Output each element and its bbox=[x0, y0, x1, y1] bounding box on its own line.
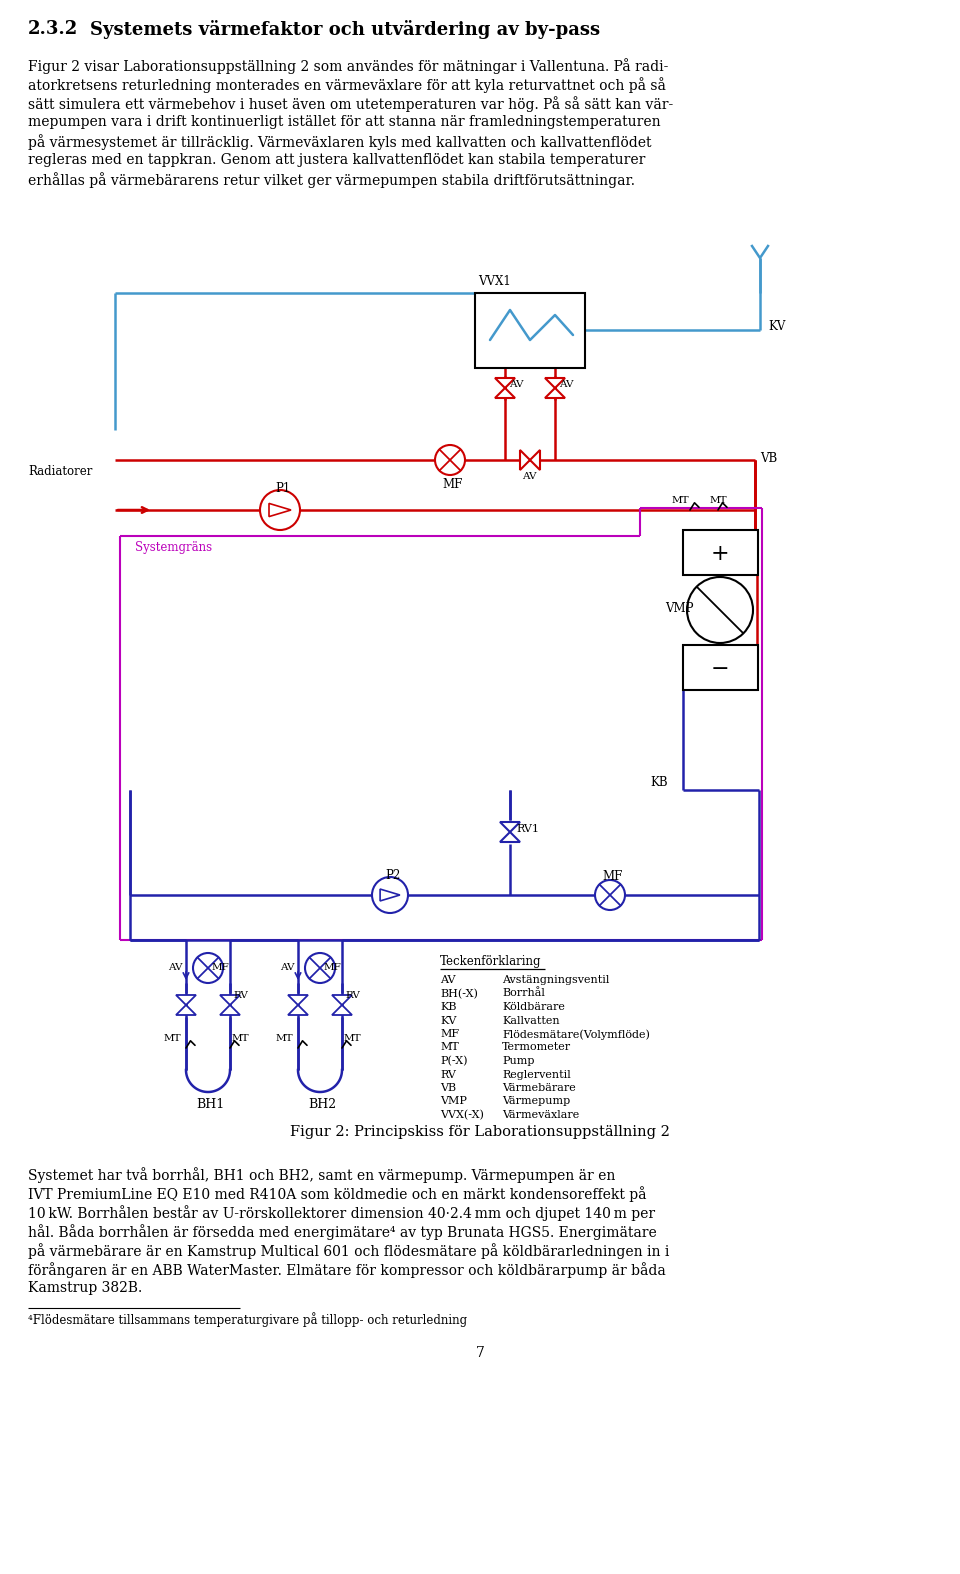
Circle shape bbox=[305, 952, 335, 984]
Text: AV: AV bbox=[168, 963, 182, 973]
Polygon shape bbox=[176, 995, 196, 1006]
Text: MT: MT bbox=[164, 1034, 181, 1044]
Text: VB: VB bbox=[760, 452, 778, 464]
Text: P(-X): P(-X) bbox=[440, 1056, 468, 1066]
Text: Systemet har två borrhål, BH1 och BH2, samt en värmepump. Värmepumpen är en: Systemet har två borrhål, BH1 och BH2, s… bbox=[28, 1166, 615, 1184]
Text: +: + bbox=[710, 543, 730, 565]
Polygon shape bbox=[495, 378, 515, 389]
Text: RV1: RV1 bbox=[516, 825, 539, 834]
Text: KB: KB bbox=[650, 776, 667, 789]
Text: BH2: BH2 bbox=[308, 1099, 336, 1111]
Polygon shape bbox=[220, 1006, 240, 1015]
Text: atorkretsens returledning monterades en värmeväxlare för att kyla returvattnet o: atorkretsens returledning monterades en … bbox=[28, 77, 666, 93]
Text: Systemgräns: Systemgräns bbox=[135, 541, 212, 554]
Text: KV: KV bbox=[440, 1015, 456, 1026]
Text: MF: MF bbox=[442, 478, 463, 491]
Text: Figur 2: Principskiss för Laborationsuppställning 2: Figur 2: Principskiss för Laborationsupp… bbox=[290, 1125, 670, 1140]
Text: MT: MT bbox=[276, 1034, 294, 1044]
Text: 7: 7 bbox=[475, 1346, 485, 1360]
Text: Figur 2 visar Laborationsuppställning 2 som användes för mätningar i Vallentuna.: Figur 2 visar Laborationsuppställning 2 … bbox=[28, 58, 668, 74]
Text: Kallvatten: Kallvatten bbox=[502, 1015, 560, 1026]
Text: Köldbärare: Köldbärare bbox=[502, 1003, 564, 1012]
Bar bbox=[683, 530, 758, 575]
Text: Värmeväxlare: Värmeväxlare bbox=[502, 1110, 579, 1121]
Text: RV: RV bbox=[440, 1069, 456, 1080]
Polygon shape bbox=[545, 378, 565, 389]
Text: RV: RV bbox=[345, 992, 360, 999]
Circle shape bbox=[372, 877, 408, 913]
Bar bbox=[475, 293, 585, 368]
Polygon shape bbox=[288, 995, 308, 1006]
Text: Flödesmätare(Volymflöde): Flödesmätare(Volymflöde) bbox=[502, 1029, 650, 1039]
Polygon shape bbox=[288, 1006, 308, 1015]
Text: AV: AV bbox=[280, 963, 295, 973]
Polygon shape bbox=[545, 389, 565, 398]
Text: mepumpen vara i drift kontinuerligt istället för att stanna när framledningstemp: mepumpen vara i drift kontinuerligt istä… bbox=[28, 115, 660, 129]
Text: BH(-X): BH(-X) bbox=[440, 988, 478, 999]
Text: Värmebärare: Värmebärare bbox=[502, 1083, 576, 1092]
Text: −: − bbox=[710, 658, 730, 680]
Text: regleras med en tappkran. Genom att justera kallvattenflödet kan stabila tempera: regleras med en tappkran. Genom att just… bbox=[28, 153, 645, 167]
Polygon shape bbox=[332, 995, 352, 1006]
Text: MF: MF bbox=[602, 870, 622, 883]
Text: Pump: Pump bbox=[502, 1056, 535, 1066]
Text: RV: RV bbox=[233, 992, 248, 999]
Text: VMP: VMP bbox=[665, 601, 693, 615]
Text: MT: MT bbox=[672, 496, 689, 505]
Text: erhållas på värmebärarens retur vilket ger värmepumpen stabila driftförutsättnin: erhållas på värmebärarens retur vilket g… bbox=[28, 172, 635, 187]
Polygon shape bbox=[530, 450, 540, 471]
Text: Borrhål: Borrhål bbox=[502, 988, 545, 998]
Text: P2: P2 bbox=[385, 869, 400, 881]
Text: MT: MT bbox=[232, 1034, 250, 1044]
Text: AV: AV bbox=[509, 379, 523, 389]
Text: Värmepump: Värmepump bbox=[502, 1097, 570, 1107]
Text: AV: AV bbox=[440, 974, 455, 985]
Text: Avstängningsventil: Avstängningsventil bbox=[502, 974, 610, 985]
Polygon shape bbox=[520, 450, 530, 471]
Text: förångaren är en ABB WaterMaster. Elmätare för kompressor och köldbärarpump är b: förångaren är en ABB WaterMaster. Elmäta… bbox=[28, 1262, 665, 1278]
Text: Termometer: Termometer bbox=[502, 1042, 571, 1053]
Text: MF: MF bbox=[212, 963, 229, 973]
Polygon shape bbox=[176, 1006, 196, 1015]
Text: KV: KV bbox=[768, 320, 785, 334]
Text: MT: MT bbox=[710, 496, 728, 505]
Text: 10 kW. Borrhålen består av U-rörskollektorer dimension 40·2.4 mm och djupet 140 : 10 kW. Borrhålen består av U-rörskollekt… bbox=[28, 1206, 655, 1221]
Text: Reglerventil: Reglerventil bbox=[502, 1069, 571, 1080]
Text: MF: MF bbox=[324, 963, 342, 973]
Text: på värmesystemet är tillräcklig. Värmeväxlaren kyls med kallvatten och kallvatte: på värmesystemet är tillräcklig. Värmevä… bbox=[28, 134, 652, 150]
Polygon shape bbox=[220, 995, 240, 1006]
Polygon shape bbox=[495, 389, 515, 398]
Text: 2.3.2: 2.3.2 bbox=[28, 20, 79, 38]
Text: Radiatorer: Radiatorer bbox=[28, 464, 92, 478]
Polygon shape bbox=[332, 1006, 352, 1015]
Ellipse shape bbox=[687, 578, 753, 644]
Text: sätt simulera ett värmebehov i huset även om utetemperaturen var hög. På så sätt: sätt simulera ett värmebehov i huset äve… bbox=[28, 96, 673, 112]
Text: MT: MT bbox=[344, 1034, 362, 1044]
Text: AV: AV bbox=[522, 472, 537, 482]
Polygon shape bbox=[500, 833, 520, 842]
Text: Systemets värmefaktor och utvärdering av by-pass: Systemets värmefaktor och utvärdering av… bbox=[90, 20, 600, 39]
Text: Teckenförklaring: Teckenförklaring bbox=[440, 955, 541, 968]
Text: VB: VB bbox=[440, 1083, 456, 1092]
Text: P1: P1 bbox=[275, 482, 290, 494]
Bar bbox=[683, 645, 758, 689]
Text: MF: MF bbox=[440, 1029, 459, 1039]
Text: IVT PremiumLine EQ E10 med R410A som köldmedie och en märkt kondensoreffekt på: IVT PremiumLine EQ E10 med R410A som köl… bbox=[28, 1185, 646, 1203]
Text: VVX1: VVX1 bbox=[478, 275, 511, 288]
Text: hål. Båda borrhålen är försedda med energimätare⁴ av typ Brunata HGS5. Energimät: hål. Båda borrhålen är försedda med ener… bbox=[28, 1225, 657, 1240]
Circle shape bbox=[193, 952, 223, 984]
Text: Kamstrup 382B.: Kamstrup 382B. bbox=[28, 1281, 142, 1295]
Circle shape bbox=[435, 445, 465, 475]
Text: VVX(-X): VVX(-X) bbox=[440, 1110, 484, 1121]
Text: på värmebärare är en Kamstrup Multical 601 och flödesmätare på köldbärarledninge: på värmebärare är en Kamstrup Multical 6… bbox=[28, 1243, 669, 1259]
Polygon shape bbox=[500, 822, 520, 833]
Text: BH1: BH1 bbox=[196, 1099, 225, 1111]
Text: MT: MT bbox=[440, 1042, 459, 1053]
Text: KB: KB bbox=[440, 1003, 457, 1012]
Text: VMP: VMP bbox=[440, 1097, 467, 1107]
Circle shape bbox=[260, 490, 300, 530]
Text: AV: AV bbox=[559, 379, 573, 389]
Text: ⁴Flödesmätare tillsammans temperaturgivare på tillopp- och returledning: ⁴Flödesmätare tillsammans temperaturgiva… bbox=[28, 1313, 468, 1327]
Circle shape bbox=[595, 880, 625, 910]
